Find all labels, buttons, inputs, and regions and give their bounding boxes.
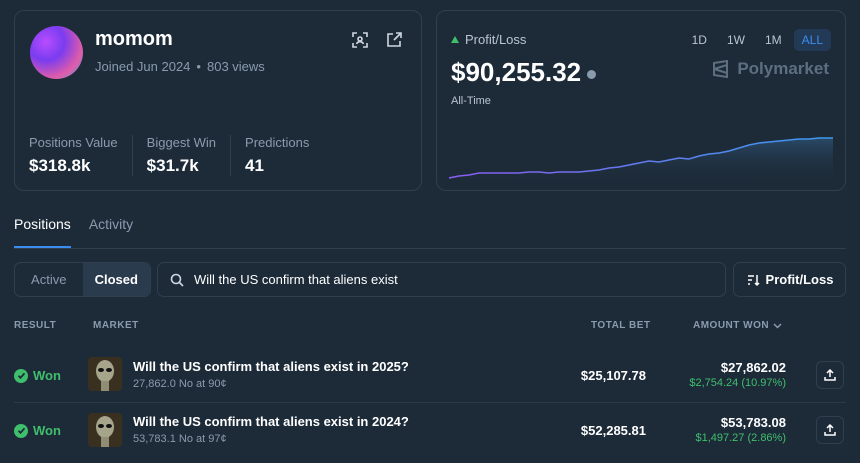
table-row[interactable]: Won Will the US confirm that aliens exis… bbox=[14, 347, 846, 402]
stat-label: Biggest Win bbox=[146, 135, 217, 150]
sort-icon bbox=[747, 274, 760, 286]
polymarket-logo-icon bbox=[713, 60, 729, 78]
username: momom bbox=[95, 28, 173, 50]
up-arrow-icon bbox=[451, 36, 459, 43]
search-input[interactable] bbox=[194, 272, 714, 287]
chart-line bbox=[449, 137, 833, 179]
view-count: 803 views bbox=[206, 59, 265, 74]
amount-gain: $1,497.27 (2.86%) bbox=[695, 432, 786, 444]
header-amount-won: AMOUNT WON bbox=[693, 320, 770, 331]
chevron-down-icon bbox=[773, 322, 782, 329]
result-badge: Won bbox=[14, 368, 61, 383]
range-all[interactable]: ALL bbox=[793, 29, 831, 51]
info-icon[interactable] bbox=[587, 70, 597, 79]
amount-gain: $2,754.24 (10.97%) bbox=[689, 377, 786, 389]
brand-name: Polymarket bbox=[737, 59, 829, 78]
tab-bar: Positions Activity bbox=[14, 216, 133, 248]
alien-image-icon bbox=[88, 413, 122, 447]
header-result: RESULT bbox=[14, 320, 57, 331]
tabs-divider bbox=[14, 248, 846, 249]
stat-value: 41 bbox=[245, 156, 264, 175]
market-thumbnail[interactable] bbox=[88, 413, 122, 447]
result-label: Won bbox=[33, 423, 61, 438]
stat-biggest-win: Biggest Win $31.7k bbox=[146, 135, 232, 176]
row-divider bbox=[14, 402, 846, 403]
range-selector: 1D 1W 1M ALL bbox=[684, 29, 831, 51]
pnl-card: Profit/Loss $90,255.32 All-Time 1D 1W 1M… bbox=[436, 10, 846, 191]
total-bet: $52,285.81 bbox=[580, 423, 646, 438]
stat-value: $31.7k bbox=[146, 156, 199, 175]
upload-icon bbox=[824, 369, 836, 381]
search-icon bbox=[170, 273, 184, 287]
result-badge: Won bbox=[14, 423, 61, 438]
range-1d[interactable]: 1D bbox=[691, 33, 707, 47]
status-toggle: Active Closed bbox=[14, 262, 151, 297]
sort-label: Profit/Loss bbox=[765, 272, 834, 287]
share-button[interactable] bbox=[816, 416, 844, 444]
scan-icon[interactable] bbox=[351, 31, 369, 49]
amount-won: $27,862.02 bbox=[720, 360, 786, 375]
profile-card: momom Joined Jun 2024 • 803 views Positi… bbox=[14, 10, 422, 191]
pnl-label: Profit/Loss bbox=[465, 32, 527, 47]
toggle-closed[interactable]: Closed bbox=[82, 263, 150, 296]
market-subtitle: 53,783.1 No at 97¢ bbox=[133, 433, 227, 445]
table-row[interactable]: Won Will the US confirm that aliens exis… bbox=[14, 403, 846, 458]
tab-activity[interactable]: Activity bbox=[88, 216, 134, 232]
stat-predictions: Predictions 41 bbox=[245, 135, 323, 176]
search-box bbox=[157, 262, 726, 297]
header-total-bet: TOTAL BET bbox=[591, 320, 651, 331]
check-icon bbox=[14, 423, 28, 438]
range-1m[interactable]: 1M bbox=[764, 33, 782, 47]
total-bet: $25,107.78 bbox=[580, 368, 646, 383]
range-1w[interactable]: 1W bbox=[726, 33, 745, 47]
pnl-chart bbox=[449, 137, 833, 183]
profile-meta: Joined Jun 2024 • 803 views bbox=[95, 59, 265, 74]
market-title[interactable]: Will the US confirm that aliens exist in… bbox=[133, 414, 409, 429]
market-thumbnail[interactable] bbox=[88, 357, 122, 391]
pnl-period: All-Time bbox=[451, 95, 491, 107]
tab-positions[interactable]: Positions bbox=[14, 216, 71, 248]
header-market: MARKET bbox=[93, 320, 139, 331]
chart-area bbox=[449, 138, 833, 183]
profile-stats: Positions Value $318.8k Biggest Win $31.… bbox=[29, 135, 337, 176]
header-amount-won-wrap[interactable]: AMOUNT WON bbox=[693, 320, 782, 331]
stat-value: $318.8k bbox=[29, 156, 91, 175]
stat-label: Predictions bbox=[245, 135, 310, 150]
pnl-value-wrap: $90,255.32 bbox=[451, 57, 597, 88]
brand: Polymarket bbox=[711, 59, 829, 79]
joined-date: Joined Jun 2024 bbox=[95, 59, 191, 74]
alien-image-icon bbox=[88, 357, 122, 391]
stat-label: Positions Value bbox=[29, 135, 118, 150]
stat-positions-value: Positions Value $318.8k bbox=[29, 135, 133, 176]
upload-icon bbox=[824, 424, 836, 436]
meta-separator: • bbox=[196, 59, 201, 74]
pnl-value: $90,255.32 bbox=[451, 57, 582, 87]
avatar[interactable] bbox=[30, 26, 83, 79]
market-subtitle: 27,862.0 No at 90¢ bbox=[133, 378, 227, 390]
share-button[interactable] bbox=[816, 361, 844, 389]
pnl-header: Profit/Loss bbox=[451, 32, 526, 47]
amount-won: $53,783.08 bbox=[720, 415, 786, 430]
external-link-icon[interactable] bbox=[385, 31, 403, 49]
toggle-active[interactable]: Active bbox=[31, 272, 67, 287]
result-label: Won bbox=[33, 368, 61, 383]
check-icon bbox=[14, 368, 28, 383]
market-title[interactable]: Will the US confirm that aliens exist in… bbox=[133, 359, 409, 374]
sort-button[interactable]: Profit/Loss bbox=[733, 262, 846, 297]
